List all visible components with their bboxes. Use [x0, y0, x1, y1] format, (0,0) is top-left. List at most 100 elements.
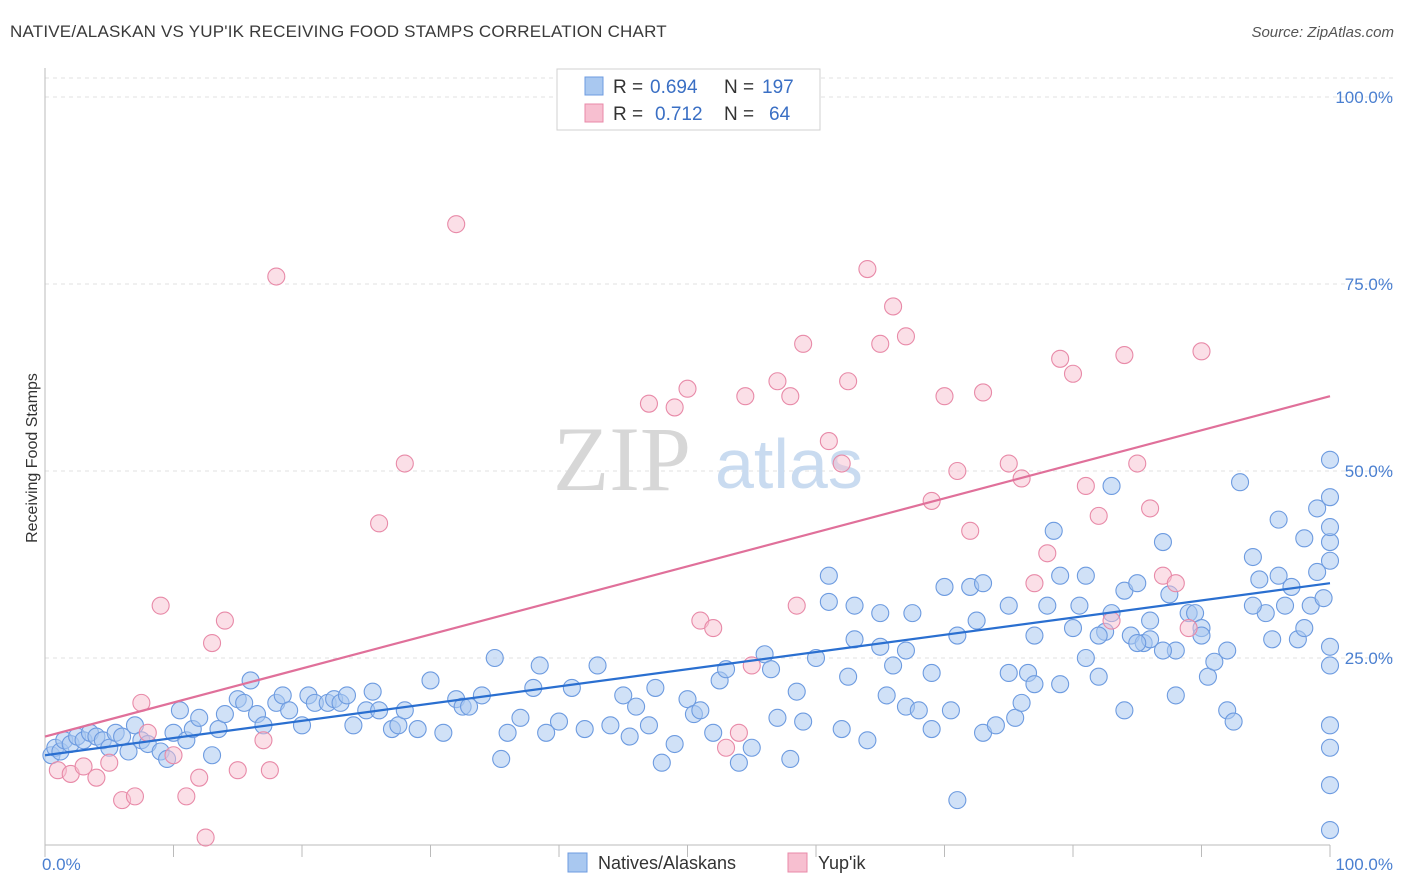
point-natives: [562, 678, 581, 697]
point-yupik: [1179, 619, 1198, 638]
point-natives: [363, 682, 382, 701]
point-natives: [485, 648, 504, 668]
point-yupik: [267, 267, 286, 286]
point-yupik: [819, 432, 838, 451]
point-natives: [511, 708, 530, 727]
point-natives: [280, 701, 299, 720]
legend-n-label-natives: N =: [724, 77, 754, 98]
point-yupik: [370, 514, 389, 533]
point-yupik: [839, 372, 858, 391]
point-natives: [190, 708, 209, 727]
point-natives: [652, 753, 671, 772]
point-yupik: [1051, 349, 1070, 368]
point-natives: [1295, 619, 1314, 638]
point-natives: [492, 749, 511, 769]
point-yupik: [1141, 499, 1160, 518]
point-natives: [646, 678, 665, 697]
point-yupik: [87, 768, 106, 787]
point-natives: [395, 701, 414, 720]
legend-n-label-yupik: N =: [724, 104, 754, 125]
point-yupik: [228, 761, 247, 780]
point-yupik: [787, 596, 806, 615]
point-yupik: [125, 787, 144, 806]
point-yupik: [215, 611, 234, 630]
point-natives: [1320, 551, 1340, 570]
legend-n-value-yupik: 64: [769, 104, 791, 125]
point-natives: [1038, 596, 1057, 615]
watermark-zip: ZIP: [553, 408, 691, 510]
point-natives: [761, 660, 781, 679]
point-yupik: [884, 297, 903, 316]
point-natives: [1012, 693, 1031, 712]
point-natives: [884, 656, 903, 675]
point-natives: [1128, 633, 1147, 653]
point-natives: [344, 716, 363, 735]
point-natives: [999, 663, 1018, 683]
point-yupik: [1076, 476, 1095, 496]
point-natives: [1269, 510, 1288, 529]
point-yupik: [395, 454, 414, 473]
y-tick-label: 100.0%: [1335, 88, 1393, 107]
point-natives: [1218, 641, 1237, 660]
point-natives: [1006, 708, 1025, 727]
point-yupik: [729, 723, 748, 742]
point-yupik: [151, 596, 170, 615]
legend-bottom-label-yupik: Yup'ik: [818, 853, 866, 873]
point-natives: [1320, 738, 1340, 757]
point-natives: [203, 746, 222, 765]
point-natives: [1269, 566, 1288, 585]
point-yupik: [1063, 364, 1083, 383]
point-natives: [1025, 626, 1044, 645]
point-natives: [1063, 619, 1083, 638]
point-yupik: [1038, 544, 1057, 563]
point-natives: [215, 705, 234, 724]
legend-r-label-natives: R =: [613, 77, 643, 98]
point-yupik: [254, 731, 273, 750]
point-natives: [1102, 476, 1121, 496]
point-natives: [434, 723, 453, 742]
point-natives: [1308, 562, 1327, 582]
point-yupik: [1166, 574, 1185, 593]
point-natives: [620, 727, 639, 746]
legend-r-label-yupik: R =: [613, 104, 643, 125]
point-natives: [614, 686, 633, 705]
point-natives: [1320, 488, 1340, 507]
point-natives: [973, 574, 993, 593]
point-yupik: [164, 746, 183, 765]
point-natives: [871, 604, 890, 623]
point-natives: [498, 723, 517, 742]
source-label: Source: ZipAtlas.com: [1251, 24, 1394, 41]
tick-labels: 25.0% 50.0% 75.0% 100.0% 0.0% 100.0%: [42, 88, 1393, 874]
point-yupik: [704, 619, 723, 638]
point-natives: [530, 656, 549, 675]
point-yupik: [190, 768, 209, 787]
point-natives: [1115, 701, 1134, 720]
point-natives: [601, 716, 620, 735]
point-yupik: [781, 387, 800, 406]
point-natives: [922, 663, 941, 683]
x-tick-label-max: 100.0%: [1335, 855, 1393, 874]
point-natives: [337, 686, 357, 705]
point-yupik: [716, 738, 736, 757]
point-natives: [408, 720, 427, 739]
point-natives: [1231, 473, 1250, 492]
point-natives: [1070, 596, 1089, 615]
grid-lines: [45, 77, 1395, 659]
point-natives: [524, 678, 543, 697]
point-natives: [1153, 641, 1172, 660]
point-natives: [1314, 589, 1333, 608]
point-natives: [999, 596, 1018, 615]
point-natives: [1320, 450, 1340, 469]
chart-title: NATIVE/ALASKAN VS YUP'IK RECEIVING FOOD …: [10, 22, 667, 41]
legend-bottom-swatch-natives: [567, 852, 588, 873]
point-natives: [678, 690, 697, 709]
point-natives: [896, 641, 916, 660]
point-natives: [909, 701, 928, 720]
point-natives: [781, 749, 800, 769]
point-yupik: [100, 753, 119, 772]
point-yupik: [665, 398, 684, 417]
point-yupik: [858, 259, 877, 279]
legend-swatch-yupik: [584, 103, 604, 123]
point-natives: [1186, 604, 1205, 623]
